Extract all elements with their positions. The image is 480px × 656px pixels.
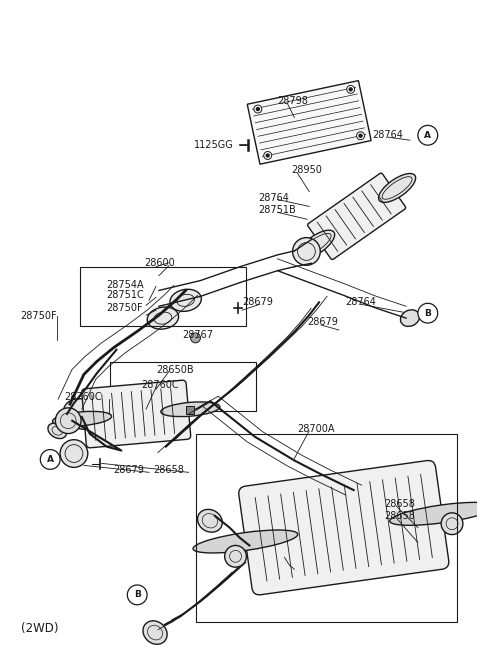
- Ellipse shape: [161, 402, 220, 417]
- Circle shape: [349, 88, 352, 91]
- Text: 28750F: 28750F: [21, 311, 57, 321]
- Ellipse shape: [170, 289, 201, 312]
- Text: 28679: 28679: [307, 317, 338, 327]
- Bar: [186, 406, 194, 414]
- Text: 28767: 28767: [183, 330, 214, 340]
- Text: 28764: 28764: [258, 192, 288, 203]
- Ellipse shape: [293, 237, 320, 265]
- Text: B: B: [134, 590, 141, 600]
- Circle shape: [359, 134, 362, 137]
- Circle shape: [191, 333, 201, 343]
- Text: B: B: [424, 309, 431, 318]
- Ellipse shape: [143, 621, 167, 644]
- Ellipse shape: [55, 408, 81, 434]
- Text: A: A: [424, 131, 432, 140]
- Text: 28679: 28679: [242, 297, 273, 307]
- Circle shape: [127, 585, 147, 605]
- Text: (2WD): (2WD): [21, 622, 58, 635]
- Circle shape: [264, 152, 272, 159]
- Ellipse shape: [225, 545, 246, 567]
- FancyBboxPatch shape: [308, 173, 406, 260]
- Text: 1125GG: 1125GG: [193, 140, 233, 150]
- Text: 28950: 28950: [291, 165, 322, 175]
- Circle shape: [256, 108, 259, 111]
- Text: A: A: [47, 455, 54, 464]
- Text: 28764: 28764: [372, 131, 403, 140]
- Ellipse shape: [48, 423, 66, 439]
- Text: 28764: 28764: [345, 297, 376, 307]
- Ellipse shape: [62, 411, 82, 428]
- Circle shape: [40, 449, 60, 469]
- Bar: [80, 267, 246, 326]
- Text: 28751B: 28751B: [258, 205, 296, 215]
- Ellipse shape: [379, 174, 416, 203]
- Text: 28679: 28679: [113, 465, 144, 476]
- Text: 28658: 28658: [153, 465, 184, 476]
- FancyBboxPatch shape: [239, 461, 449, 595]
- Text: 28658: 28658: [384, 499, 415, 509]
- Circle shape: [347, 85, 355, 93]
- Circle shape: [418, 303, 438, 323]
- Circle shape: [357, 132, 364, 140]
- Text: 28650B: 28650B: [156, 365, 193, 375]
- Ellipse shape: [147, 307, 179, 329]
- Text: 28751C: 28751C: [107, 291, 144, 300]
- Ellipse shape: [441, 513, 463, 535]
- Ellipse shape: [52, 411, 112, 426]
- Ellipse shape: [60, 440, 88, 467]
- Text: 28760C: 28760C: [141, 380, 179, 390]
- Bar: [109, 361, 256, 411]
- Text: 28658: 28658: [384, 511, 415, 521]
- Text: 28754A: 28754A: [107, 279, 144, 289]
- Text: 28700A: 28700A: [297, 424, 335, 434]
- Text: 28798: 28798: [277, 96, 309, 106]
- Ellipse shape: [298, 230, 335, 259]
- Circle shape: [266, 154, 269, 157]
- Circle shape: [418, 125, 438, 145]
- Ellipse shape: [400, 310, 420, 327]
- Text: 28600: 28600: [144, 258, 175, 268]
- Text: 28750F: 28750F: [107, 303, 143, 313]
- Ellipse shape: [390, 502, 480, 525]
- Ellipse shape: [63, 399, 100, 429]
- Bar: [247, 81, 371, 164]
- Ellipse shape: [198, 509, 222, 532]
- Text: 28760C: 28760C: [64, 392, 102, 402]
- Bar: [195, 434, 457, 622]
- FancyBboxPatch shape: [82, 380, 191, 448]
- Ellipse shape: [193, 530, 298, 553]
- Circle shape: [254, 105, 262, 113]
